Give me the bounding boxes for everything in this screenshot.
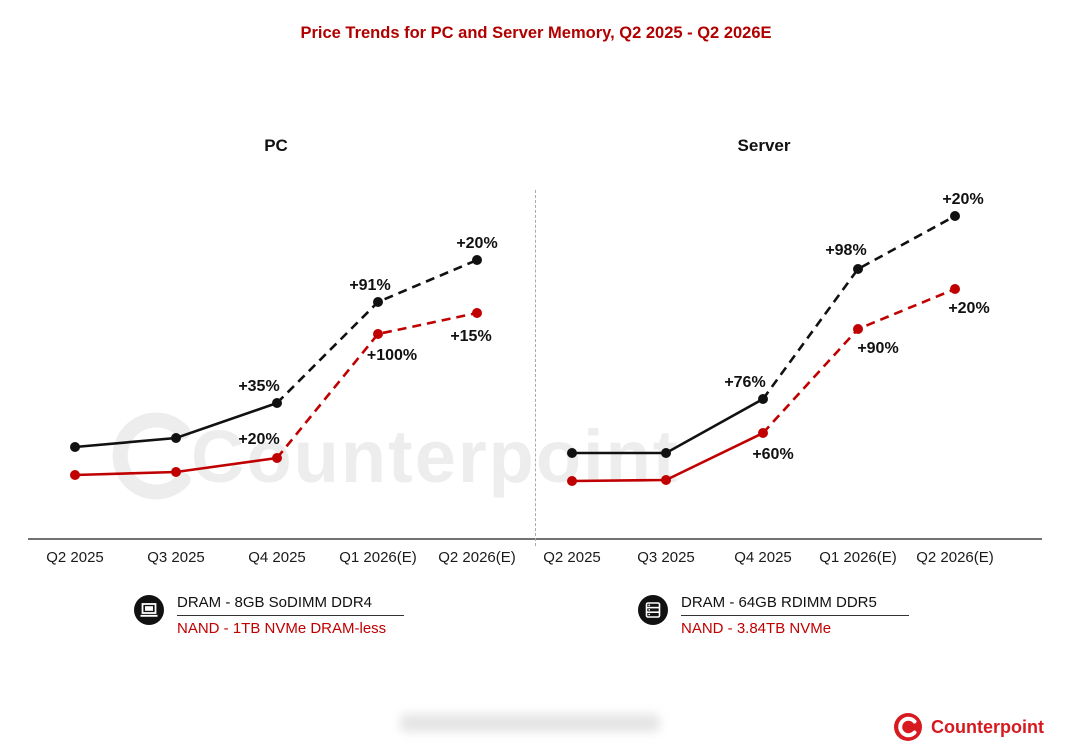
- annotation-label: +20%: [948, 300, 989, 317]
- axis-tick-label: Q4 2025: [734, 549, 792, 566]
- data-point: [70, 470, 80, 480]
- panel-title-server: Server: [737, 136, 791, 155]
- watermark-text: Counterpoint: [191, 414, 680, 498]
- watermark: Counterpoint: [105, 404, 679, 508]
- counterpoint-logo-icon: [894, 713, 923, 741]
- series-line-dashed: [275, 311, 478, 459]
- data-point: [950, 284, 960, 294]
- data-point: [567, 476, 577, 486]
- legend-pc-text: DRAM - 8GB SoDIMM DDR4 NAND - 1TB NVMe D…: [177, 594, 405, 638]
- pc-chart-plot: Q2 2025 Q3 2025 Q4 2025 Q1 2026(E) Q2 2026(E…: [28, 235, 536, 566]
- legend-server-dram-label: DRAM - 64GB RDIMM DDR5: [681, 594, 909, 616]
- annotation-label: +100%: [367, 347, 417, 364]
- brand-footer: Counterpoint: [893, 712, 1044, 742]
- data-point: [171, 433, 181, 443]
- server-icon: [638, 595, 668, 625]
- annotation-label: +20%: [456, 235, 497, 252]
- series-line-dashed: [761, 214, 956, 400]
- series-line-solid: [572, 397, 764, 455]
- legend-pc-dram-label: DRAM - 8GB SoDIMM DDR4: [177, 594, 405, 616]
- annotation-label: +76%: [724, 374, 765, 391]
- legend-pc-nand-label: NAND - 1TB NVMe DRAM-less: [177, 620, 387, 637]
- data-point: [373, 329, 383, 339]
- chart-area: PC Q2 2025 Q3 2025 Q4 2025 Q1 2026(E) Q2 202…: [0, 135, 1072, 574]
- annotation-label: +20%: [238, 431, 279, 448]
- data-point: [758, 394, 768, 404]
- panel-pc: PC Q2 2025 Q3 2025 Q4 2025 Q1 2026(E) Q2 202…: [0, 135, 536, 574]
- axis-tick-label: Q2 2026(E): [438, 549, 516, 566]
- annotation-label: +35%: [238, 378, 279, 395]
- data-point: [950, 211, 960, 221]
- page-title: Price Trends for PC and Server Memory, Q…: [300, 24, 772, 42]
- watermark-logo-icon: [112, 412, 191, 500]
- legend-row: DRAM - 8GB SoDIMM DDR4 NAND - 1TB NVMe D…: [0, 594, 1072, 638]
- annotation-label: +91%: [349, 277, 390, 294]
- legend-server-text: DRAM - 64GB RDIMM DDR5 NAND - 3.84TB NVM…: [681, 594, 909, 638]
- data-point: [472, 308, 482, 318]
- data-point: [661, 448, 671, 458]
- axis-tick-label: Q3 2025: [637, 549, 695, 566]
- panel-divider: [535, 190, 536, 546]
- pc-icon: [134, 595, 164, 625]
- data-point: [853, 324, 863, 334]
- annotation-label: +90%: [857, 340, 898, 357]
- axis-tick-label: Q1 2026(E): [819, 549, 897, 566]
- data-point: [70, 442, 80, 452]
- data-point: [853, 264, 863, 274]
- annotation-label: +15%: [450, 328, 491, 345]
- data-point: [272, 398, 282, 408]
- data-point: [272, 453, 282, 463]
- axis-tick-label: Q2 2025: [46, 549, 104, 566]
- data-point: [567, 448, 577, 458]
- blurred-watermark: [400, 714, 660, 732]
- annotation-label: +98%: [825, 242, 866, 259]
- axis-tick-label: Q1 2026(E): [339, 549, 417, 566]
- panel-title-pc: PC: [264, 136, 288, 155]
- data-point: [472, 255, 482, 265]
- data-point: [661, 475, 671, 485]
- annotation-label: +20%: [942, 191, 983, 208]
- panel-server: Server Q2 2025 Q3 2025 Q4 2025 Q1 2026(E) Q2…: [536, 135, 1072, 574]
- axis-tick-label: Q2 2025: [543, 549, 601, 566]
- brand-name: Counterpoint: [931, 716, 1044, 737]
- legend-pc: DRAM - 8GB SoDIMM DDR4 NAND - 1TB NVMe D…: [133, 594, 637, 638]
- axis-tick-label: Q4 2025: [248, 549, 306, 566]
- data-point: [373, 297, 383, 307]
- axis-tick-label: Q3 2025: [147, 549, 205, 566]
- axis-tick-label: Q2 2026(E): [916, 549, 994, 566]
- data-point: [758, 428, 768, 438]
- legend-server: DRAM - 64GB RDIMM DDR5 NAND - 3.84TB NVM…: [637, 594, 909, 638]
- legend-server-nand-label: NAND - 3.84TB NVMe: [681, 620, 832, 637]
- server-chart-plot: Q2 2025 Q3 2025 Q4 2025 Q1 2026(E) Q2 2026(E…: [536, 191, 1042, 566]
- annotation-label: +60%: [752, 446, 793, 463]
- data-point: [171, 467, 181, 477]
